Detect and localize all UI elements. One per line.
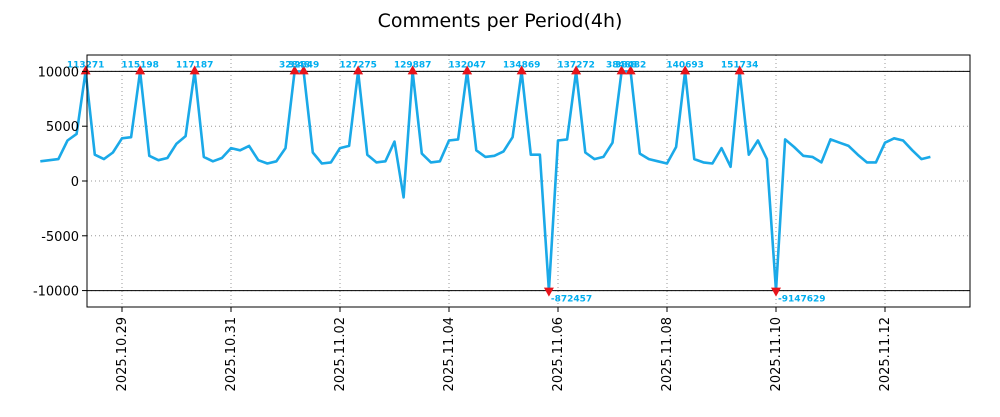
peak-marker xyxy=(353,65,364,75)
x-tick-label: 2025.10.29 xyxy=(115,317,130,391)
peak-marker xyxy=(462,65,473,75)
peak-label: 140693 xyxy=(666,60,704,70)
peak-label: 32848 xyxy=(279,60,310,70)
clip-lines xyxy=(87,70,970,292)
plot-frame xyxy=(86,54,971,308)
peak-marker xyxy=(80,65,91,75)
grid-layer xyxy=(87,55,970,307)
x-tick-label: 2025.11.08 xyxy=(660,317,675,391)
peak-label: 137272 xyxy=(557,60,595,70)
y-tick-label: 10000 xyxy=(38,65,79,80)
peak-marker xyxy=(289,65,300,75)
peak-label: 115198 xyxy=(121,60,159,70)
peak-marker xyxy=(516,65,527,75)
marker-layer xyxy=(80,65,781,297)
peak-label: 127275 xyxy=(339,60,377,70)
peak-marker xyxy=(771,287,781,297)
peak-label: 113271 xyxy=(67,60,105,70)
x-tick-label: 2025.11.02 xyxy=(333,317,348,391)
series-line xyxy=(40,70,931,292)
peak-marker xyxy=(571,65,582,75)
y-tick-label: 0 xyxy=(71,175,79,190)
peak-label: 32849 xyxy=(288,60,319,70)
series-layer xyxy=(40,70,931,292)
x-tick-label: 2025.11.04 xyxy=(442,317,457,391)
peak-marker xyxy=(135,65,146,75)
peak-marker xyxy=(680,65,691,75)
peak-marker xyxy=(734,65,745,75)
x-tick-label: 2025.11.06 xyxy=(551,317,566,391)
peak-label: -872457 xyxy=(551,295,592,305)
x-tick-label: 2025.11.10 xyxy=(769,317,784,391)
peak-marker xyxy=(616,65,627,75)
axis-layer: 10000 5000 0 -5000 -10000 2025.10.29 2025.10.3… xyxy=(33,54,971,391)
peak-marker xyxy=(543,287,554,297)
x-tick-label: 2025.11.12 xyxy=(878,317,893,391)
peak-label: 129887 xyxy=(394,60,432,70)
chart-title: Comments per Period(4h) xyxy=(377,10,623,32)
y-tick-label: -10000 xyxy=(33,285,79,300)
peak-marker xyxy=(407,65,418,75)
peak-label: 134869 xyxy=(503,60,541,70)
peak-label: 38482 xyxy=(615,60,646,70)
peak-label: 38488 xyxy=(606,60,637,70)
peak-marker xyxy=(189,65,200,75)
x-tick-label: 2025.10.31 xyxy=(224,317,239,391)
peak-label: 151734 xyxy=(721,60,759,70)
y-tick-label: 5000 xyxy=(46,120,79,135)
peak-label: -9147629 xyxy=(778,295,826,305)
peak-marker xyxy=(625,65,636,75)
y-tick-label: -5000 xyxy=(41,230,79,245)
peak-label: 117187 xyxy=(176,60,214,70)
peak-label: 132047 xyxy=(448,60,486,70)
peak-marker xyxy=(298,65,309,75)
